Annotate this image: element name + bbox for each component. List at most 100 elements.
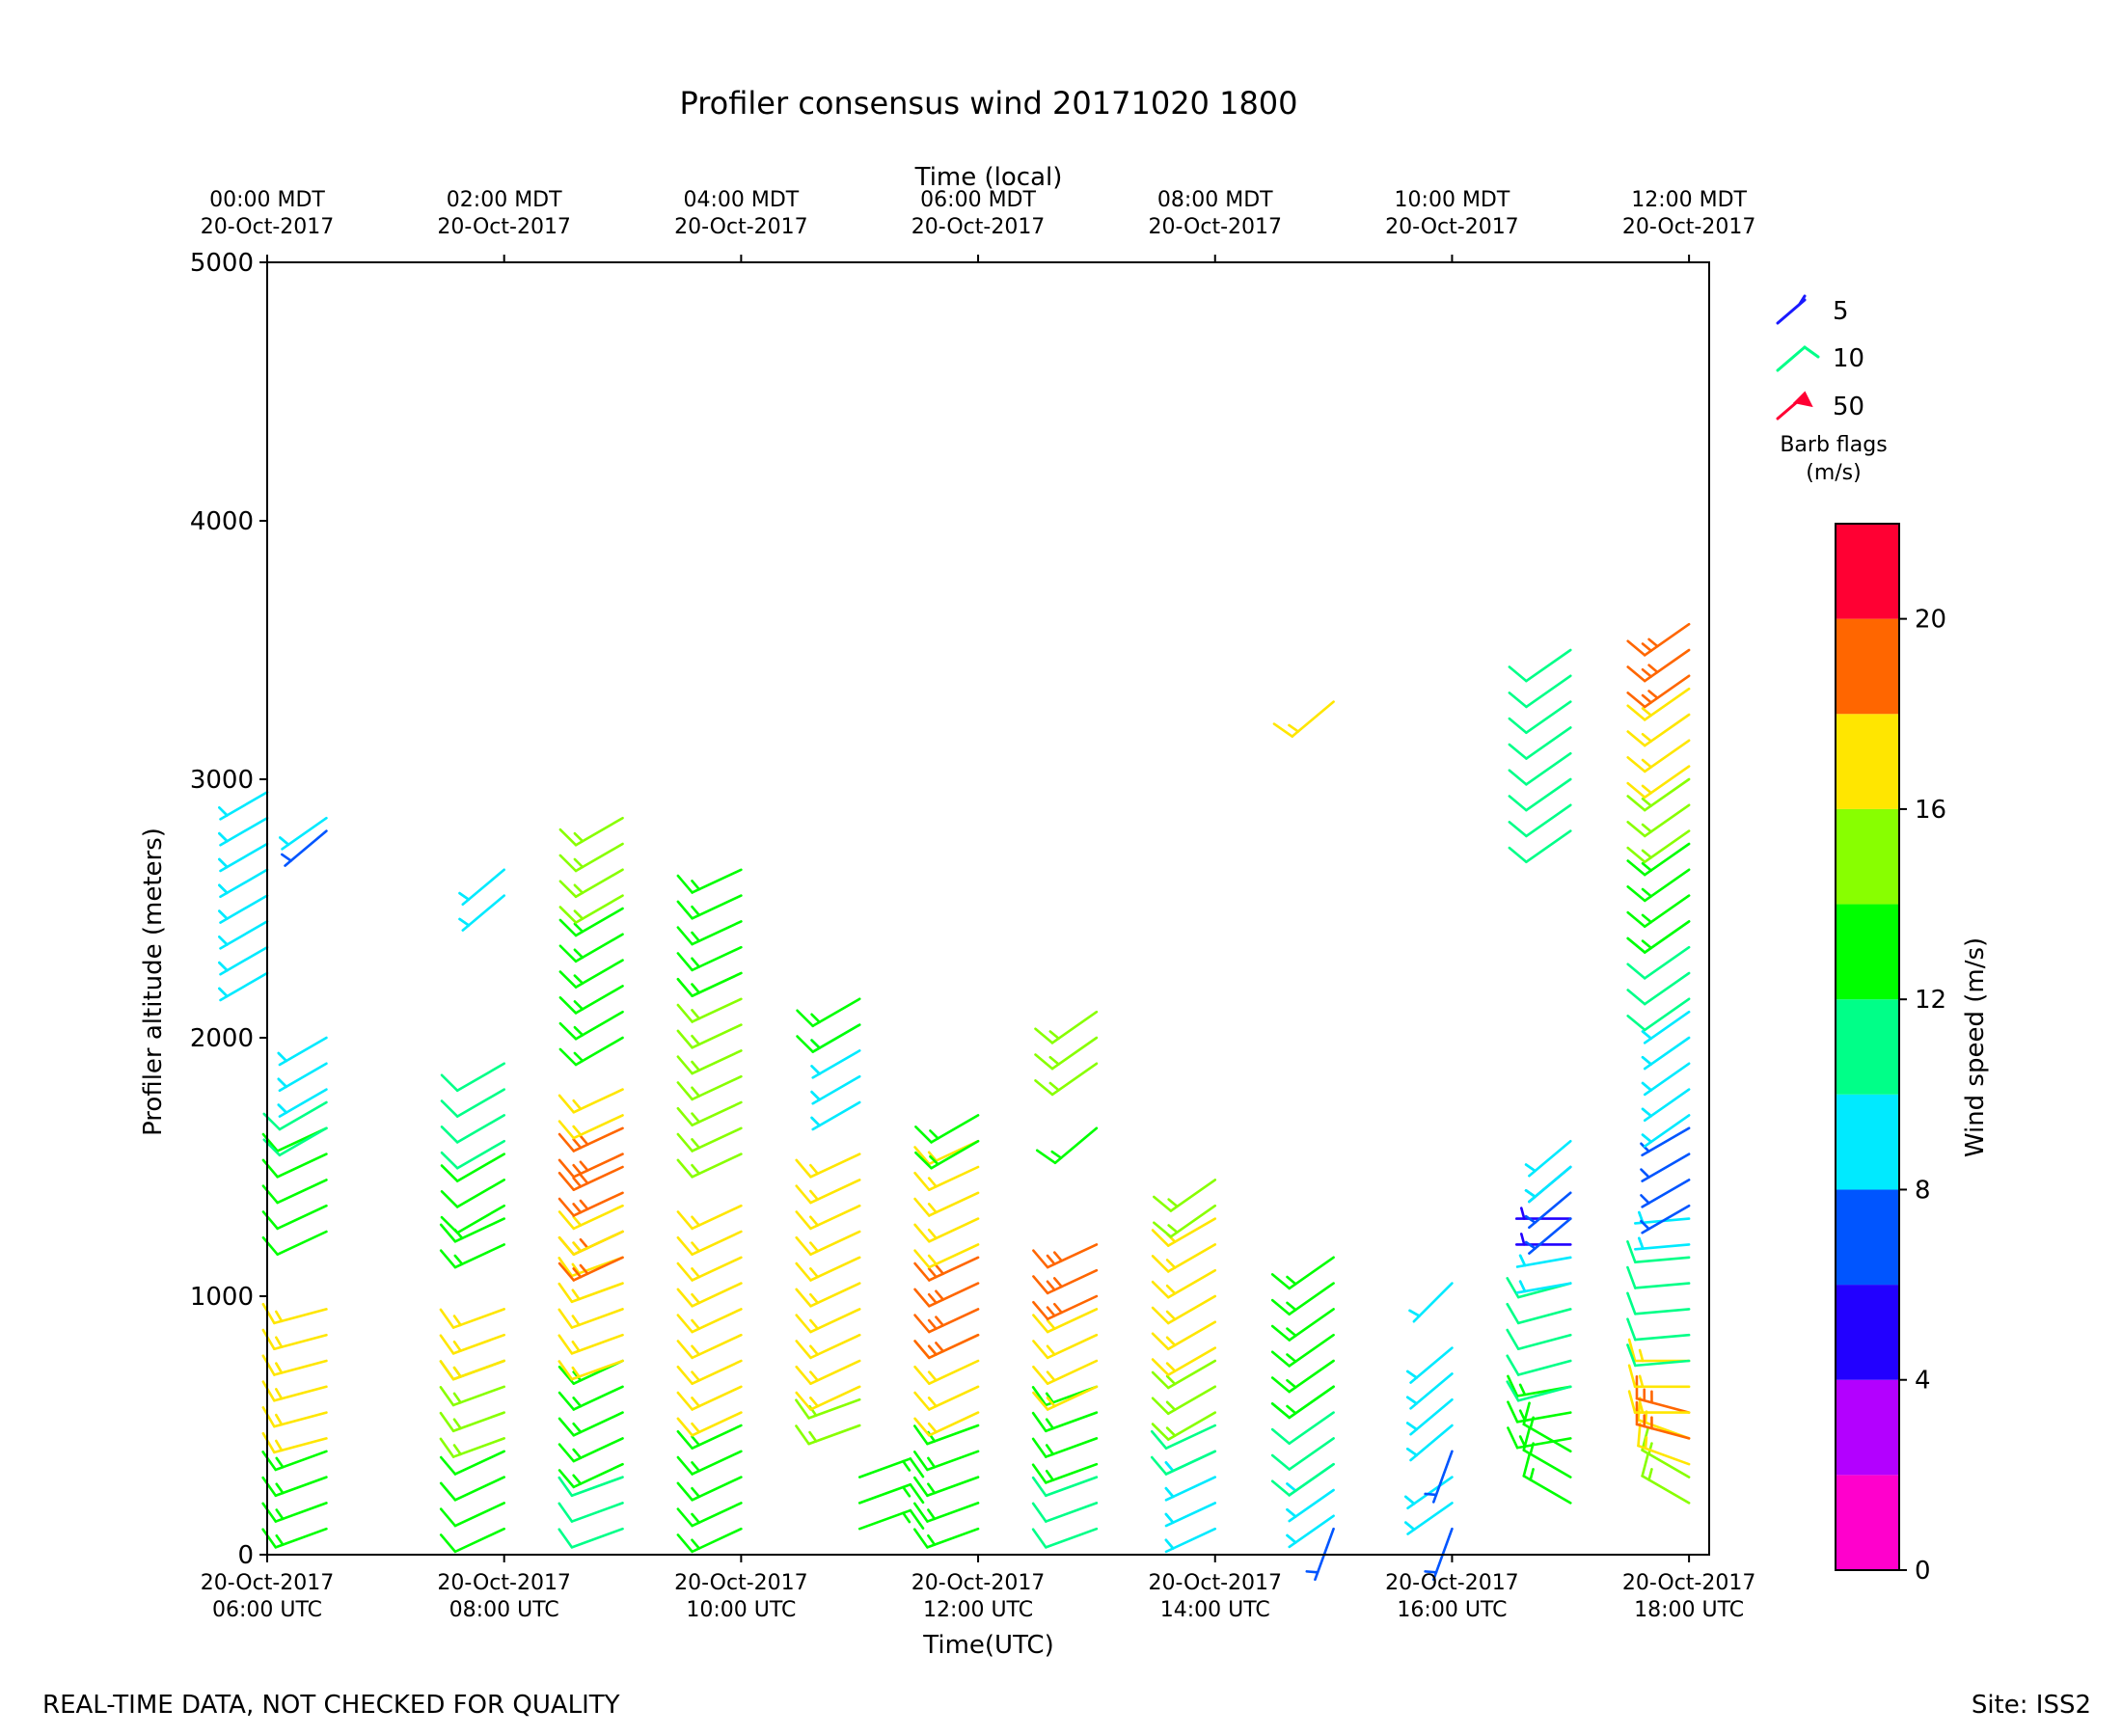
wind-barb [558, 1359, 624, 1381]
wind-barb [261, 1527, 328, 1549]
wind-barb [1151, 1217, 1217, 1247]
wind-barb [218, 894, 269, 924]
wind-barb [558, 868, 624, 899]
wind-barb [676, 997, 743, 1023]
wind-barb [857, 1482, 925, 1505]
wind-barb [810, 1049, 861, 1079]
wind-barb [1270, 1256, 1335, 1290]
wind-barb [676, 1126, 743, 1153]
wind-barb [558, 1385, 624, 1411]
wind-barb [1031, 1462, 1099, 1484]
top-tick-time: 00:00 MDT [209, 188, 325, 212]
wind-barb [1508, 648, 1572, 683]
wind-barb [676, 1385, 743, 1411]
wind-barb [1626, 777, 1691, 812]
wind-barb [558, 1114, 624, 1140]
wind-barb [795, 1308, 861, 1334]
wind-barb [1626, 713, 1691, 747]
x-tick-date: 20-Oct-2017 [201, 1571, 335, 1595]
top-tick-date: 20-Oct-2017 [201, 215, 335, 239]
wind-barb [261, 1476, 328, 1498]
barb-legend-label: 5 [1833, 297, 1849, 326]
colorbar-bin [1836, 1094, 1899, 1190]
wind-barb [914, 1114, 980, 1144]
wind-barb [277, 1036, 328, 1067]
wind-barb [558, 1126, 624, 1153]
wind-barb [1508, 674, 1572, 709]
wind-barb [558, 1165, 624, 1191]
wind-barb [558, 1036, 624, 1067]
wind-barb [261, 1153, 328, 1179]
wind-barb [440, 1179, 505, 1208]
wind-barb [795, 1256, 861, 1282]
x-tick-time: 12:00 UTC [923, 1598, 1033, 1622]
top-tick-time: 04:00 MDT [683, 188, 799, 212]
wind-barb [676, 1476, 743, 1502]
colorbar-bin [1836, 999, 1899, 1095]
wind-barb [676, 868, 743, 894]
wind-barb [1153, 1204, 1217, 1238]
wind-barb [1405, 1397, 1454, 1436]
wind-barb [1626, 920, 1691, 954]
wind-barb [1151, 1411, 1217, 1441]
wind-barb [439, 1333, 505, 1355]
wind-barb [1508, 726, 1572, 760]
x-axis-local: 00:00 MDT 20-Oct-2017 02:00 MDT 20-Oct-2017… [201, 188, 1755, 262]
wind-barb [558, 1476, 624, 1498]
wind-barb [676, 1074, 743, 1101]
wind-barb [558, 1462, 624, 1489]
wind-barb [1524, 1165, 1572, 1204]
wind-barb [277, 1062, 328, 1093]
wind-barb [676, 1230, 743, 1256]
wind-barb [1641, 1453, 1691, 1505]
wind-barb [1424, 1450, 1454, 1504]
wind-barb [1627, 1364, 1691, 1389]
colorbar-bin [1836, 1285, 1899, 1380]
wind-barb [1270, 1333, 1335, 1368]
wind-barb [676, 1333, 743, 1360]
wind-barb [1032, 1308, 1099, 1334]
wind-barb [1031, 1411, 1099, 1433]
top-tick-time: 10:00 MDT [1395, 188, 1510, 212]
wind-barb [1164, 1476, 1217, 1502]
x-tick-date: 20-Oct-2017 [1148, 1571, 1282, 1595]
wind-barb [1034, 1036, 1099, 1071]
top-tick-time: 02:00 MDT [447, 188, 562, 212]
wind-barb [1031, 1437, 1099, 1458]
barb-legend: 5 10 50 [1776, 294, 1864, 421]
y-tick-label: 0 [237, 1541, 254, 1570]
wind-barb [1034, 1010, 1099, 1044]
wind-barb [1508, 700, 1572, 735]
wind-barb [1286, 1488, 1335, 1523]
wind-barb [1151, 1385, 1217, 1416]
wind-barb [558, 1256, 624, 1282]
wind-barb [1524, 1191, 1572, 1230]
wind-barb [1507, 1374, 1572, 1397]
wind-barb [1035, 1126, 1099, 1165]
wind-barb [1641, 1088, 1691, 1123]
barb-legend-title: Barb flags [1780, 433, 1887, 457]
wind-barb [857, 1508, 925, 1531]
x-tick-date: 20-Oct-2017 [911, 1571, 1046, 1595]
colorbar-bin [1836, 714, 1899, 809]
wind-barb [1626, 1265, 1691, 1289]
wind-barb [1641, 1114, 1691, 1148]
wind-barb [1634, 1236, 1691, 1251]
wind-barb [676, 1359, 743, 1385]
wind-barb [1626, 803, 1691, 838]
wind-barb [913, 1385, 980, 1411]
wind-barb [1034, 1062, 1099, 1097]
wind-barb [218, 945, 269, 976]
wind-barb [261, 1431, 328, 1454]
wind-barb [1506, 1302, 1572, 1325]
wind-barb [558, 1527, 624, 1549]
wind-barb [676, 1153, 743, 1179]
wind-barb [261, 1502, 328, 1523]
wind-barb [1627, 1338, 1691, 1363]
wind-barb [261, 1302, 328, 1325]
colorbar: 0 4 8 12 16 20 [1835, 523, 1946, 1586]
wind-barb [440, 1204, 505, 1234]
wind-barb [676, 894, 743, 920]
colorbar-tick-label: 0 [1915, 1557, 1931, 1586]
barb-legend-5 [1776, 294, 1807, 325]
